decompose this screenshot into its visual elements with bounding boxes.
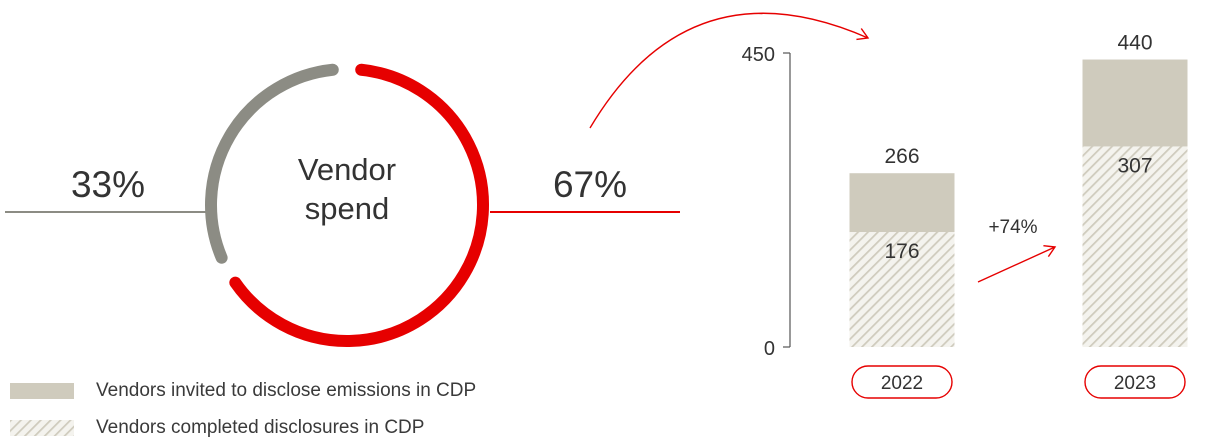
bar-chart: 450 0 266 176 2022 440 307 2023 +74% — [742, 32, 1188, 399]
bars-group: 266 176 2022 440 307 2023 — [849, 32, 1188, 399]
donut-segment-red — [229, 63, 489, 347]
legend-label-completed: Vendors completed disclosures in CDP — [96, 417, 425, 438]
value-label-invited-2022: 266 — [884, 145, 919, 168]
value-label-invited-2023: 440 — [1117, 32, 1152, 55]
value-label-completed-2022: 176 — [884, 240, 919, 263]
donut-center-line2: spend — [305, 191, 389, 226]
growth-arrow — [977, 244, 1057, 283]
category-pill-2022 — [851, 365, 953, 399]
donut-segment-grey — [205, 63, 339, 264]
legend-label-invited: Vendors invited to disclose emissions in… — [96, 380, 477, 401]
y-tick-label-top: 450 — [742, 44, 775, 66]
bar-completed-2022 — [849, 232, 955, 347]
legend-item-completed: Vendors completed disclosures in CDP — [10, 417, 424, 439]
legend-swatch-hatched — [10, 420, 74, 436]
y-tick-label-bottom: 0 — [764, 338, 775, 360]
red-percent-label: 67% — [553, 164, 627, 205]
x-tick-label-2022: 2022 — [881, 373, 923, 394]
connector-arrow — [589, 12, 870, 129]
legend-item-invited: Vendors invited to disclose emissions in… — [10, 380, 476, 402]
x-tick-label-2023: 2023 — [1114, 373, 1156, 394]
legend-swatch-solid — [10, 383, 74, 399]
value-label-completed-2023: 307 — [1117, 154, 1152, 177]
donut-center-line1: Vendor — [298, 152, 396, 187]
bar-completed-2023 — [1082, 146, 1188, 347]
category-pill-2023 — [1084, 365, 1186, 399]
grey-percent-label: 33% — [71, 164, 145, 205]
donut-chart: Vendor spend 33% 67% — [5, 63, 680, 347]
growth-label: +74% — [988, 217, 1037, 238]
